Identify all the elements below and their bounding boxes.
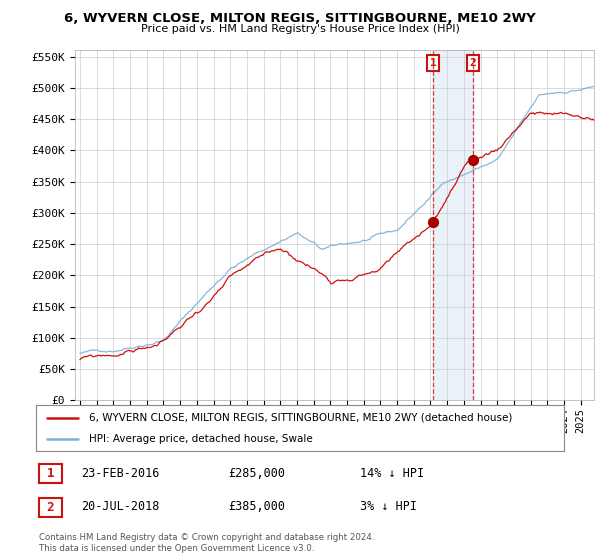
Text: 2: 2 [470,58,476,68]
Text: £285,000: £285,000 [228,466,285,480]
Text: 3% ↓ HPI: 3% ↓ HPI [360,500,417,514]
Text: 2: 2 [47,501,54,514]
Text: HPI: Average price, detached house, Swale: HPI: Average price, detached house, Swal… [89,435,313,444]
Text: 20-JUL-2018: 20-JUL-2018 [81,500,160,514]
Text: 1: 1 [430,58,436,68]
Point [468,155,478,164]
Text: Price paid vs. HM Land Registry's House Price Index (HPI): Price paid vs. HM Land Registry's House … [140,24,460,34]
Text: Contains HM Land Registry data © Crown copyright and database right 2024.
This d: Contains HM Land Registry data © Crown c… [39,533,374,553]
Text: £385,000: £385,000 [228,500,285,514]
Text: 14% ↓ HPI: 14% ↓ HPI [360,466,424,480]
Bar [433,50,473,400]
Text: 23-FEB-2016: 23-FEB-2016 [81,466,160,480]
Text: 6, WYVERN CLOSE, MILTON REGIS, SITTINGBOURNE, ME10 2WY (detached house): 6, WYVERN CLOSE, MILTON REGIS, SITTINGBO… [89,413,512,423]
Text: 6, WYVERN CLOSE, MILTON REGIS, SITTINGBOURNE, ME10 2WY: 6, WYVERN CLOSE, MILTON REGIS, SITTINGBO… [64,12,536,25]
Text: 1: 1 [47,467,54,480]
Point [428,218,438,227]
